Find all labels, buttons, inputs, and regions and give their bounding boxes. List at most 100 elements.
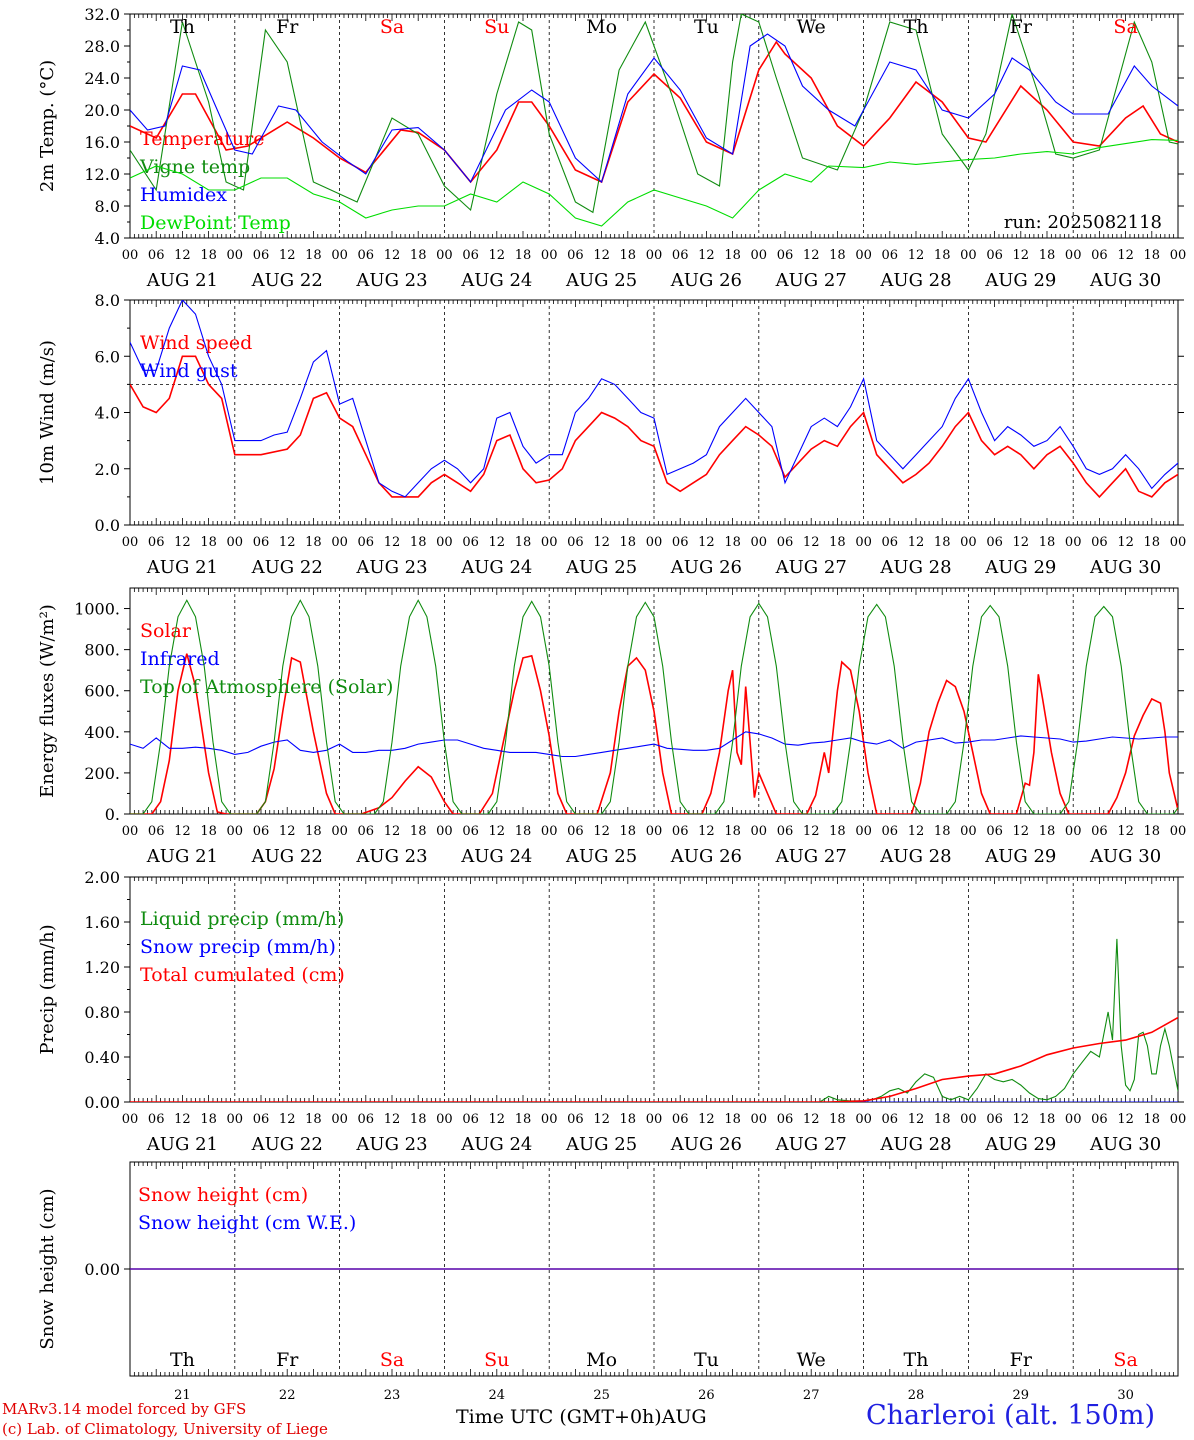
y-tick-label: 200. — [84, 764, 120, 783]
hour-tick-label: 18 — [829, 824, 846, 839]
hour-tick-label: 12 — [593, 1112, 610, 1127]
y-tick-label: 6.0 — [95, 347, 120, 366]
date-label: AUG 21 — [146, 270, 218, 291]
hour-tick-label: 18 — [934, 1112, 951, 1127]
date-label: AUG 25 — [565, 1134, 637, 1155]
legend-entry: Snow precip (mm/h) — [140, 936, 336, 958]
hour-tick-label: 18 — [829, 1112, 846, 1127]
date-label: AUG 24 — [460, 557, 532, 578]
plot-frame-1 — [129, 299, 1179, 526]
hour-tick-label: 06 — [358, 535, 375, 550]
date-label: AUG 26 — [670, 557, 742, 578]
hour-tick-label: 00 — [960, 824, 977, 839]
date-label: AUG 23 — [355, 846, 427, 867]
hour-tick-label: 00 — [541, 1112, 558, 1127]
hour-tick-label: 06 — [253, 535, 270, 550]
weekday-label: Th — [904, 1349, 929, 1371]
y-axis-label: 2m Temp. (°C) — [37, 60, 58, 192]
hour-tick-label: 18 — [724, 1112, 741, 1127]
hour-tick-label: 12 — [1117, 824, 1134, 839]
day-number-label: 23 — [384, 1388, 401, 1403]
hour-tick-label: 18 — [410, 1112, 427, 1127]
legend-entry: Humidex — [140, 184, 227, 206]
hour-tick-label: 12 — [803, 248, 820, 263]
hour-tick-label: 00 — [646, 535, 663, 550]
date-label: AUG 23 — [355, 270, 427, 291]
hour-tick-label: 18 — [1039, 824, 1056, 839]
hour-tick-label: 12 — [908, 824, 925, 839]
hour-tick-label: 18 — [200, 1112, 217, 1127]
date-label: AUG 25 — [565, 557, 637, 578]
hour-tick-label: 12 — [489, 248, 506, 263]
hour-tick-label: 12 — [384, 535, 401, 550]
hour-tick-label: 06 — [777, 248, 794, 263]
hour-tick-label: 12 — [908, 248, 925, 263]
y-tick-label: 8.0 — [95, 291, 120, 310]
weekday-label: Mo — [586, 16, 617, 38]
month-label: AUG — [661, 1406, 707, 1428]
hour-tick-label: 12 — [1013, 824, 1030, 839]
date-label: AUG 22 — [251, 1134, 323, 1155]
hour-tick-label: 00 — [1170, 248, 1187, 263]
weekday-label: Fr — [276, 1349, 299, 1371]
hour-tick-label: 00 — [227, 535, 244, 550]
weekday-label: Th — [170, 16, 195, 38]
hour-tick-label: 00 — [122, 824, 139, 839]
hour-tick-label: 06 — [986, 824, 1003, 839]
day-number-label: 25 — [593, 1388, 610, 1403]
date-label: AUG 21 — [146, 557, 218, 578]
hour-tick-label: 06 — [567, 248, 584, 263]
hour-tick-label: 06 — [882, 535, 899, 550]
y-tick-label: 4.0 — [95, 404, 120, 423]
y-tick-label: 2.00 — [84, 868, 120, 887]
hour-tick-label: 00 — [541, 535, 558, 550]
date-label: AUG 27 — [775, 1134, 847, 1155]
hour-tick-label: 00 — [1170, 1112, 1187, 1127]
weekday-label: Tu — [694, 1349, 719, 1371]
date-label: AUG 26 — [670, 270, 742, 291]
y-tick-label: 1000. — [74, 600, 120, 619]
hour-tick-label: 06 — [777, 535, 794, 550]
legend-entry: Total cumulated (cm) — [140, 964, 345, 986]
legend-entry: Temperature — [140, 128, 264, 150]
hour-tick-label: 12 — [279, 535, 296, 550]
hour-tick-label: 18 — [620, 248, 637, 263]
hour-tick-label: 06 — [777, 824, 794, 839]
hour-tick-label: 18 — [410, 824, 427, 839]
hour-tick-label: 12 — [1013, 1112, 1030, 1127]
lab-credit-line: (c) Lab. of Climatology, University of L… — [2, 1420, 328, 1438]
legend-entry: Wind speed — [140, 332, 252, 354]
legend-entry: Snow height (cm W.E.) — [138, 1212, 356, 1234]
hour-tick-label: 00 — [646, 248, 663, 263]
hour-tick-label: 06 — [1091, 824, 1108, 839]
hour-tick-label: 12 — [174, 1112, 191, 1127]
hour-tick-label: 18 — [724, 248, 741, 263]
time-axis-label: Time UTC (GMT+0h) — [456, 1406, 662, 1428]
hour-tick-label: 18 — [724, 535, 741, 550]
date-label: AUG 25 — [565, 270, 637, 291]
time-axis-title: Time UTC (GMT+0h)AUG — [456, 1406, 707, 1428]
hour-tick-label: 06 — [672, 535, 689, 550]
hour-tick-label: 00 — [855, 248, 872, 263]
hour-tick-label: 00 — [855, 1112, 872, 1127]
weekday-label: Mo — [586, 1349, 617, 1371]
hour-tick-label: 06 — [986, 535, 1003, 550]
y-tick-label: 0. — [105, 805, 120, 824]
hour-tick-label: 06 — [148, 824, 165, 839]
y-tick-label: 16.0 — [84, 133, 120, 152]
hour-tick-label: 12 — [593, 535, 610, 550]
hour-tick-label: 06 — [672, 1112, 689, 1127]
hour-tick-label: 00 — [960, 248, 977, 263]
hour-tick-label: 18 — [410, 248, 427, 263]
y-tick-label: 32.0 — [84, 5, 120, 24]
hour-tick-label: 12 — [1013, 248, 1030, 263]
date-label: AUG 27 — [775, 270, 847, 291]
y-tick-label: 1.20 — [84, 958, 120, 977]
hour-tick-label: 12 — [593, 248, 610, 263]
hour-tick-label: 00 — [122, 535, 139, 550]
y-tick-label: 28.0 — [84, 37, 120, 56]
hour-tick-label: 00 — [751, 248, 768, 263]
series-line-wind-gust — [130, 300, 1178, 498]
weekday-label: Th — [170, 1349, 195, 1371]
hour-tick-label: 18 — [305, 248, 322, 263]
